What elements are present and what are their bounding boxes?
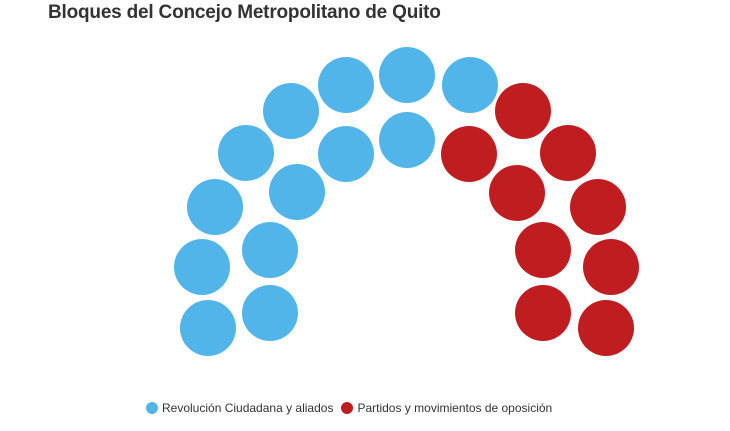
seat-governing-7[interactable] — [269, 164, 325, 220]
legend-label-governing: Revolución Ciudadana y aliados — [162, 401, 334, 415]
seat-opposition-6[interactable] — [515, 222, 571, 278]
seat-governing-13[interactable] — [442, 57, 498, 113]
seat-governing-2[interactable] — [242, 285, 298, 341]
seat-opposition-extra-21[interactable] — [578, 300, 634, 356]
seat-opposition-1[interactable] — [441, 126, 497, 182]
legend-swatch-opposition — [341, 402, 354, 414]
seat-opposition-7[interactable] — [583, 239, 639, 295]
seat-governing-8[interactable] — [263, 83, 319, 139]
legend-item-opposition[interactable]: Partidos y movimientos de oposición — [341, 401, 552, 415]
seat-governing-9[interactable] — [318, 126, 374, 182]
seat-governing-4[interactable] — [242, 222, 298, 278]
legend: Revolución Ciudadana y aliados Partidos … — [146, 401, 560, 415]
seat-governing-5[interactable] — [187, 179, 243, 235]
seat-governing-11[interactable] — [379, 112, 435, 168]
seat-opposition-4[interactable] — [540, 125, 596, 181]
seat-governing-6[interactable] — [218, 125, 274, 181]
legend-swatch-governing — [146, 402, 158, 414]
seat-governing-3[interactable] — [174, 239, 230, 295]
seat-opposition-3[interactable] — [489, 165, 545, 221]
seat-opposition-8[interactable] — [515, 285, 571, 341]
seat-opposition-5[interactable] — [570, 179, 626, 235]
legend-item-governing[interactable]: Revolución Ciudadana y aliados — [146, 401, 333, 415]
legend-label-opposition: Partidos y movimientos de oposición — [357, 401, 553, 415]
seat-governing-10[interactable] — [318, 57, 374, 113]
seat-governing-1[interactable] — [180, 300, 236, 356]
seat-governing-12[interactable] — [379, 47, 435, 103]
seat-opposition-2[interactable] — [495, 83, 551, 139]
chart-title: Bloques del Concejo Metropolitano de Qui… — [48, 2, 441, 23]
